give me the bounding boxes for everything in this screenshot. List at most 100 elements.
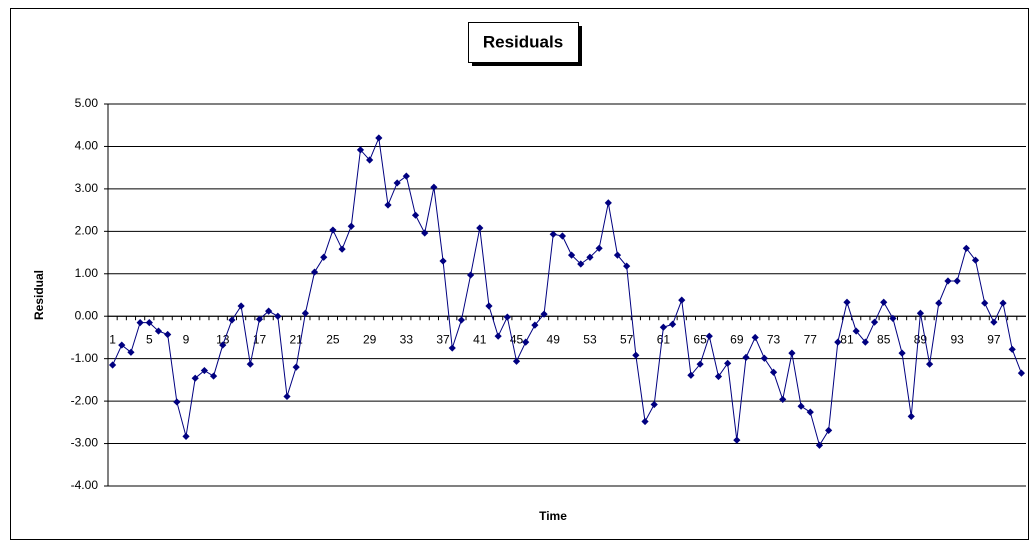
- data-point: [586, 253, 594, 261]
- x-tick-label: 1: [109, 332, 116, 346]
- x-tick-label: 33: [400, 332, 414, 346]
- data-point: [696, 360, 704, 368]
- data-point: [549, 230, 557, 238]
- y-tick-label: -4.00: [71, 478, 99, 492]
- data-point: [200, 366, 208, 375]
- x-tick-label: 5: [146, 332, 153, 346]
- data-point: [843, 298, 851, 306]
- data-point: [448, 344, 456, 352]
- data-point: [944, 277, 952, 285]
- data-point: [926, 360, 934, 368]
- data-point: [366, 156, 374, 164]
- y-tick-label: -1.00: [71, 351, 99, 365]
- data-point: [522, 338, 530, 346]
- data-point: [981, 299, 989, 307]
- x-tick-label: 77: [804, 332, 818, 346]
- data-point: [797, 402, 805, 410]
- y-tick-label: 2.00: [75, 224, 99, 238]
- data-point: [265, 307, 273, 315]
- data-point: [1017, 369, 1026, 377]
- data-point: [567, 251, 576, 259]
- x-axis-title: Time: [539, 509, 567, 523]
- data-point: [338, 245, 346, 253]
- data-point: [834, 338, 842, 346]
- data-point: [310, 268, 319, 276]
- data-point: [512, 357, 521, 365]
- data-point: [375, 134, 383, 142]
- data-point: [751, 333, 759, 342]
- data-point: [687, 371, 695, 379]
- data-point: [898, 349, 906, 357]
- data-point: [705, 332, 713, 340]
- y-tick-label: -3.00: [71, 436, 99, 450]
- data-point: [540, 310, 548, 318]
- x-tick-label: 37: [436, 332, 450, 346]
- x-tick-label: 73: [767, 332, 781, 346]
- data-point: [623, 262, 631, 270]
- y-tick-label: 3.00: [75, 181, 99, 195]
- data-point: [347, 222, 355, 230]
- data-point: [430, 183, 438, 191]
- data-point: [577, 260, 585, 268]
- data-point: [237, 302, 245, 310]
- y-tick-label: 0.00: [75, 308, 99, 322]
- data-point: [108, 361, 117, 369]
- data-point: [870, 318, 879, 326]
- data-point: [384, 201, 392, 209]
- x-tick-label: 85: [877, 332, 891, 346]
- data-point: [209, 372, 218, 380]
- data-point: [439, 257, 447, 265]
- data-point: [788, 349, 796, 357]
- data-point: [806, 408, 814, 416]
- data-point: [825, 426, 833, 434]
- data-point: [852, 327, 860, 335]
- data-point: [219, 341, 227, 349]
- x-tick-label: 57: [620, 332, 634, 346]
- data-point: [1008, 345, 1016, 353]
- data-point: [990, 318, 998, 326]
- x-tick-label: 49: [547, 332, 561, 346]
- y-tick-label: -2.00: [71, 393, 99, 407]
- data-point: [668, 320, 677, 328]
- series-line: [112, 136, 1022, 447]
- data-point: [558, 232, 567, 240]
- x-tick-label: 45: [510, 332, 524, 346]
- data-point: [971, 256, 980, 264]
- data-point: [760, 354, 768, 362]
- data-point: [779, 395, 787, 404]
- data-point: [118, 341, 126, 349]
- data-point: [476, 224, 484, 232]
- data-point: [724, 359, 732, 367]
- data-point: [953, 277, 961, 285]
- data-point: [714, 372, 723, 381]
- title-box: [468, 22, 579, 63]
- data-point: [246, 360, 254, 368]
- data-point: [154, 327, 163, 335]
- data-point: [650, 400, 658, 409]
- data-point: [182, 432, 190, 440]
- x-tick-label: 97: [987, 332, 1001, 346]
- x-tick-label: 41: [473, 332, 487, 346]
- data-point: [733, 436, 741, 444]
- data-point: [962, 244, 970, 252]
- data-point: [632, 351, 640, 359]
- x-tick-label: 53: [583, 332, 597, 346]
- data-point: [815, 441, 824, 449]
- x-tick-label: 65: [693, 332, 707, 346]
- data-point: [861, 338, 869, 346]
- data-point: [393, 179, 401, 187]
- data-point: [494, 332, 502, 340]
- data-point: [503, 313, 511, 321]
- data-point: [678, 296, 686, 304]
- data-point: [402, 172, 410, 180]
- chart-title: Residuals: [483, 32, 563, 51]
- data-point: [136, 318, 144, 327]
- data-point: [274, 312, 282, 320]
- data-point: [595, 244, 603, 252]
- data-point: [659, 323, 667, 331]
- data-point: [641, 417, 649, 426]
- data-point: [935, 299, 943, 307]
- data-point: [292, 363, 300, 371]
- data-point: [228, 316, 236, 324]
